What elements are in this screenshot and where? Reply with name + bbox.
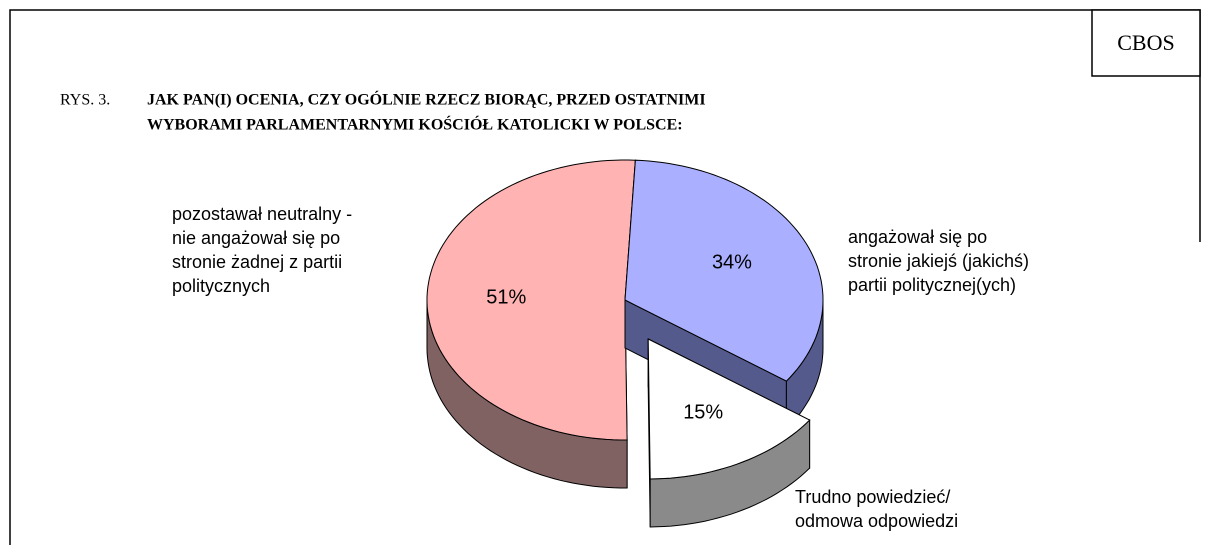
value-label: 51% — [486, 287, 526, 309]
brand: CBOS — [1117, 30, 1174, 55]
category-label: angażował się po — [848, 227, 987, 247]
chart-title: JAK PAN(I) OCENIA, CZY OGÓLNIE RZECZ BIO… — [147, 90, 706, 109]
category-label: odmowa odpowiedzi — [795, 511, 958, 531]
category-label: stronie żadnej z partii — [172, 252, 342, 272]
category-label: partii politycznej(ych) — [848, 275, 1016, 295]
value-label: 15% — [683, 402, 723, 424]
slice — [624, 159, 824, 382]
slice — [647, 338, 811, 480]
category-label: pozostawał neutralny - — [172, 204, 352, 224]
brand-box — [1091, 9, 1201, 77]
figure-label: RYS. 3. — [60, 92, 110, 109]
category-label: nie angażował się po — [172, 228, 340, 248]
frame — [9, 9, 1201, 545]
category-label: stronie jakiejś (jakichś) — [848, 251, 1029, 271]
category-label: politycznych — [172, 276, 270, 296]
chart-title: WYBORAMI PARLAMENTARNYMI KOŚCIÓŁ KATOLIC… — [147, 115, 683, 134]
value-label: 34% — [712, 252, 752, 274]
slice — [426, 159, 636, 441]
category-label: Trudno powiedzieć/ — [795, 487, 950, 507]
